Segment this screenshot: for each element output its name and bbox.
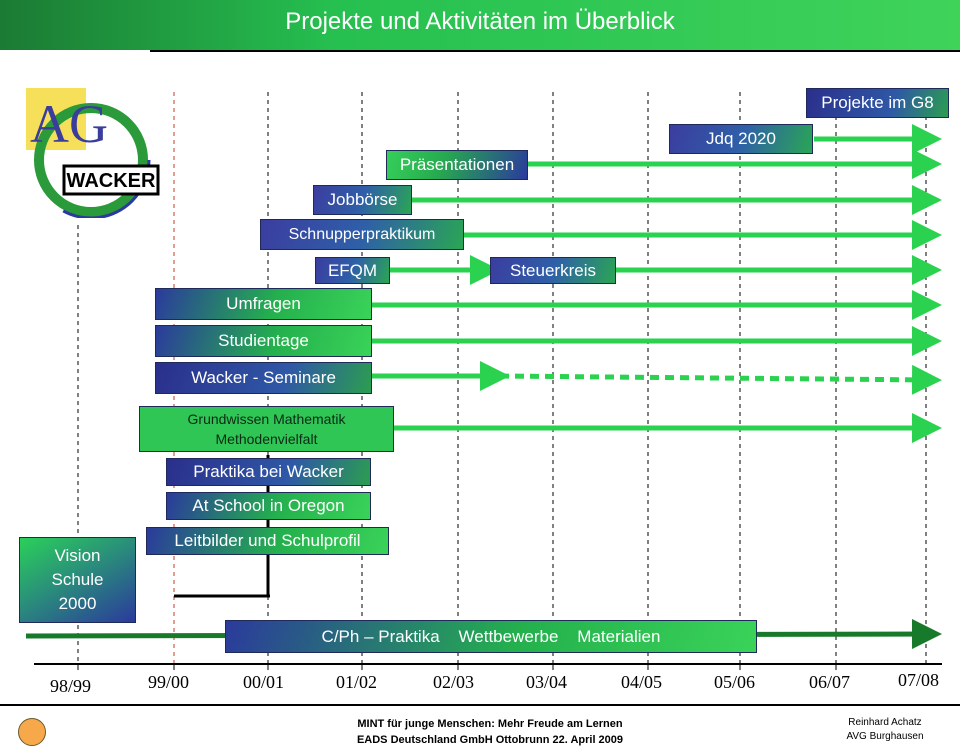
logo-letters: AG — [30, 94, 108, 154]
label-projekte-g8: Projekte im G8 — [821, 93, 934, 112]
box-schnupperpraktikum: Schnupperpraktikum — [260, 219, 464, 250]
label-jobboerse: Jobbörse — [327, 190, 398, 209]
box-cph: C/Ph – Praktika Wettbewerbe Materialien — [225, 620, 757, 653]
box-jdq: Jdq 2020 — [669, 124, 813, 154]
label-jdq: Jdq 2020 — [706, 129, 776, 148]
label-grundwissen-1: Grundwissen Mathematik — [187, 411, 346, 427]
arrow-seminare-dotted — [499, 364, 942, 395]
box-jobboerse: Jobbörse — [313, 185, 412, 215]
box-oregon: At School in Oregon — [166, 492, 371, 520]
label-vision-3: 2000 — [58, 594, 97, 613]
label-oregon: At School in Oregon — [192, 496, 345, 515]
box-leitbilder: Leitbilder und Schulprofil — [146, 527, 389, 555]
label-studientage: Studientage — [218, 331, 309, 350]
logo-wacker-box — [62, 164, 160, 196]
box-praktika: Praktika bei Wacker — [166, 458, 371, 486]
footer-author: Reinhard Achatz AVG Burghausen — [820, 716, 950, 744]
box-steuerkreis: Steuerkreis — [490, 257, 616, 284]
label-umfragen: Umfragen — [226, 294, 301, 313]
box-studientage: Studientage — [155, 325, 372, 357]
logo-wacker-text: WACKER — [67, 170, 156, 192]
footer-line-1: MINT für junge Menschen: Mehr Freude am … — [357, 718, 623, 730]
title-bar: Projekte und Aktivitäten im Überblick — [0, 0, 960, 50]
year-label: 98/99 — [50, 676, 92, 696]
label-praesentationen: Präsentationen — [399, 155, 515, 174]
footer-author-name: Reinhard Achatz — [848, 717, 922, 728]
box-umfragen: Umfragen — [155, 288, 372, 320]
footer-school: AVG Burghausen — [846, 731, 924, 742]
label-vision-2: Schule — [51, 570, 104, 589]
logo-blue-arc — [31, 100, 151, 218]
year-label: 99/00 — [148, 672, 190, 692]
box-efqm: EFQM — [315, 257, 390, 284]
label-vision-1: Vision — [54, 546, 101, 565]
school-logo: AG WACKER — [26, 88, 160, 218]
title-underline — [150, 50, 960, 52]
footer-event: MINT für junge Menschen: Mehr Freude am … — [280, 716, 700, 748]
year-label: 05/06 — [714, 672, 756, 692]
footer-circle-icon — [18, 718, 46, 746]
year-label: 04/05 — [621, 672, 663, 692]
year-label: 02/03 — [433, 672, 475, 692]
box-grundwissen: Grundwissen Mathematik Methodenvielfalt — [139, 406, 394, 452]
label-wacker-seminare: Wacker - Seminare — [191, 368, 336, 387]
year-label: 03/04 — [526, 672, 568, 692]
box-projekte-g8: Projekte im G8 — [806, 88, 949, 118]
year-label: 07/08 — [898, 670, 940, 690]
footer-line-2: EADS Deutschland GmbH Ottobrunn 22. Apri… — [356, 734, 624, 746]
year-label: 06/07 — [809, 672, 851, 692]
label-steuerkreis: Steuerkreis — [510, 260, 596, 280]
label-leitbilder: Leitbilder und Schulprofil — [174, 531, 361, 550]
footer-divider — [0, 704, 960, 706]
label-efqm: EFQM — [327, 260, 378, 280]
box-vision: Vision Schule 2000 — [19, 537, 136, 623]
year-label: 00/01 — [243, 672, 285, 692]
label-praktika: Praktika bei Wacker — [193, 462, 344, 481]
year-label: 01/02 — [336, 672, 378, 692]
label-cph: C/Ph – Praktika Wettbewerbe Materialien — [321, 626, 661, 646]
box-praesentationen: Präsentationen — [386, 150, 528, 180]
logo-green-ring — [34, 103, 148, 217]
box-wacker-seminare: Wacker - Seminare — [155, 362, 372, 394]
label-grundwissen-2: Methodenvielfalt — [215, 431, 318, 447]
label-schnupperpraktikum: Schnupperpraktikum — [288, 225, 436, 243]
page-title: Projekte und Aktivitäten im Überblick — [285, 8, 675, 35]
